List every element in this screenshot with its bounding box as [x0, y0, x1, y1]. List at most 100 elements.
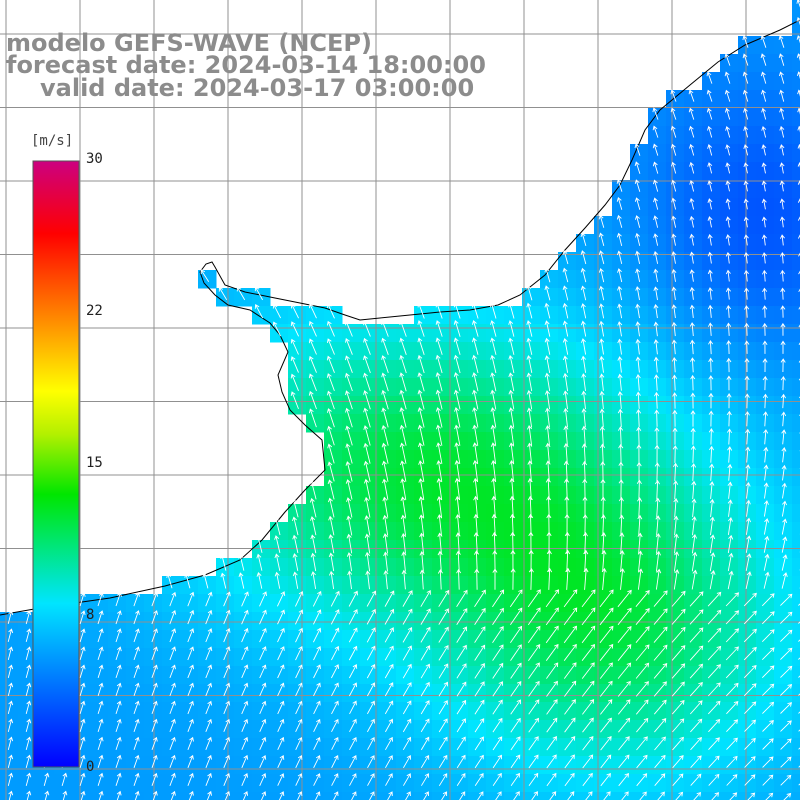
wind-speed-cell — [450, 792, 469, 800]
wind-arrow — [312, 609, 322, 625]
wind-arrow — [528, 754, 539, 769]
wind-arrow — [223, 646, 231, 661]
wind-arrow — [526, 424, 533, 446]
wind-arrow — [259, 646, 267, 661]
wind-arrow — [545, 442, 551, 464]
wind-arrow — [635, 662, 650, 679]
wind-arrow — [544, 320, 551, 337]
wind-arrow — [8, 790, 14, 800]
wind-arrow — [508, 302, 515, 319]
wind-arrow — [781, 447, 787, 463]
wind-arrow — [707, 198, 713, 210]
wind-arrow — [709, 516, 715, 536]
wind-arrow — [276, 591, 286, 607]
wind-arrow — [601, 567, 607, 590]
wind-arrow — [564, 531, 570, 554]
wind-arrow — [762, 720, 774, 732]
wind-arrow — [508, 389, 515, 410]
wind-arrow — [490, 442, 497, 464]
wind-arrow — [689, 286, 695, 300]
wind-arrow — [528, 662, 540, 679]
wind-arrow — [600, 754, 612, 769]
wind-arrow — [760, 35, 767, 48]
wind-speed-cell — [792, 774, 800, 793]
wind-speed-cell — [792, 270, 800, 289]
wind-arrow — [382, 533, 389, 554]
wind-arrow — [762, 393, 768, 409]
wind-arrow — [399, 407, 407, 428]
wind-arrow — [707, 216, 713, 228]
wind-arrow — [779, 180, 785, 192]
wind-arrow — [671, 608, 686, 625]
wind-arrow — [438, 681, 449, 697]
wind-arrow — [328, 570, 335, 590]
wind-arrow — [385, 773, 393, 786]
wind-arrow — [79, 754, 86, 769]
wind-speed-cell — [792, 594, 800, 613]
wind-arrow — [619, 532, 625, 554]
wind-arrow — [726, 774, 738, 786]
wind-arrow — [491, 513, 497, 536]
wind-arrow — [652, 107, 659, 120]
wind-arrow — [456, 608, 468, 625]
wind-arrow — [544, 390, 551, 410]
wind-arrow — [454, 442, 461, 464]
wind-arrow — [796, 71, 800, 80]
wind-speed-cell — [162, 792, 181, 800]
colorbar-tick-label: 0 — [86, 759, 95, 775]
wind-arrow — [653, 356, 659, 373]
wind-arrow — [490, 354, 497, 374]
wind-arrow — [290, 338, 299, 355]
wind-arrow — [781, 482, 787, 499]
wind-arrow — [295, 700, 303, 715]
wind-arrow — [672, 462, 678, 482]
wind-arrow — [635, 608, 650, 625]
wind-arrow — [726, 700, 739, 715]
wind-arrow — [241, 736, 249, 750]
wind-arrow — [349, 773, 357, 786]
wind-arrow — [744, 305, 750, 318]
wind-arrow — [420, 589, 431, 607]
wind-arrow — [471, 319, 479, 337]
wind-arrow — [381, 460, 389, 482]
wind-arrow — [635, 303, 641, 319]
wind-arrow — [259, 755, 267, 768]
wind-arrow — [725, 610, 740, 625]
wind-arrow — [97, 682, 104, 697]
wind-arrow — [385, 736, 393, 751]
wind-arrow — [657, 791, 665, 800]
wind-arrow — [762, 756, 774, 768]
wind-arrow — [725, 592, 740, 607]
wind-speed-cell — [792, 324, 800, 343]
wind-arrow — [7, 610, 14, 625]
wind-arrow — [205, 682, 213, 697]
wind-arrow — [277, 755, 285, 768]
wind-arrow — [510, 772, 520, 787]
wind-arrow — [726, 719, 739, 733]
wind-speed-cell — [792, 216, 800, 235]
wind-arrow — [510, 625, 523, 643]
wind-arrow — [724, 53, 731, 66]
wind-arrow — [169, 754, 176, 768]
wind-arrow — [617, 268, 623, 283]
wind-arrow — [345, 390, 353, 410]
wind-speed-cell — [792, 378, 800, 397]
wind-arrow — [707, 664, 721, 679]
wind-arrow — [272, 321, 282, 337]
wind-arrow — [725, 646, 739, 661]
wind-arrow — [725, 251, 731, 264]
wind-arrow — [308, 408, 317, 428]
wind-arrow — [331, 664, 340, 679]
wind-arrow — [420, 645, 431, 661]
wind-arrow — [474, 754, 484, 769]
wind-arrow — [653, 286, 659, 301]
wind-arrow — [218, 286, 228, 301]
wind-arrow — [546, 662, 559, 679]
wind-arrow — [745, 571, 752, 589]
wind-speed-cell — [234, 792, 253, 800]
wind-arrow — [582, 496, 588, 518]
wind-arrow — [224, 791, 231, 800]
wind-arrow — [308, 320, 317, 337]
wind-arrow — [471, 337, 479, 355]
wind-arrow — [423, 791, 429, 800]
